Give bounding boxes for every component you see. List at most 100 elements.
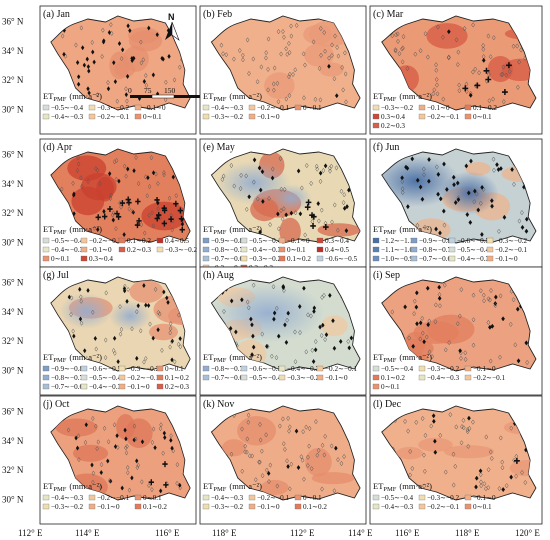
station-marker	[319, 207, 324, 213]
station-marker	[323, 48, 327, 54]
station-marker	[329, 443, 334, 449]
station-marker	[245, 436, 250, 442]
lat-tick-label: 34° N	[2, 46, 24, 56]
legend-item-label: 0.1∼0.2	[127, 237, 151, 245]
significant-station-marker	[411, 343, 416, 349]
legend-swatch	[80, 237, 88, 244]
study-region	[210, 148, 361, 244]
significant-station-marker	[111, 217, 115, 223]
station-marker	[320, 486, 324, 492]
station-marker	[245, 299, 250, 305]
significant-station-marker	[349, 335, 354, 341]
legend-swatch	[240, 255, 248, 262]
lon-tick-label: 118° E	[212, 528, 237, 538]
lat-tick-label: 30° N	[2, 366, 24, 376]
significant-station-marker	[132, 55, 136, 61]
station-marker	[498, 293, 503, 299]
significant-increase-marker	[95, 214, 101, 221]
station-marker	[410, 465, 415, 472]
station-marker	[339, 460, 344, 467]
station-marker	[276, 226, 281, 232]
legend-item-label: 0∼0.1	[51, 255, 70, 263]
significant-station-marker	[72, 192, 76, 198]
significant-station-marker	[142, 282, 146, 289]
station-marker	[346, 338, 351, 345]
station-marker	[168, 330, 172, 336]
station-marker	[156, 180, 160, 187]
trend-patch	[487, 55, 513, 83]
legend-swatch	[118, 246, 126, 253]
significant-increase-marker	[304, 204, 311, 211]
station-marker	[127, 487, 132, 493]
legend-item-label: 0.2∼0.3	[165, 383, 189, 391]
significant-station-marker	[93, 335, 97, 341]
north-arrow-icon: N	[165, 12, 180, 41]
station-marker	[77, 457, 81, 463]
station-marker	[306, 312, 310, 318]
lat-tick-label: 32° N	[2, 336, 24, 346]
station-marker	[278, 423, 282, 429]
station-marker	[488, 54, 493, 60]
significant-station-marker	[140, 439, 145, 445]
station-marker	[472, 199, 477, 205]
station-marker	[95, 92, 100, 98]
significant-station-marker	[135, 355, 139, 361]
legend-item-label: −0.4∼−0.3	[51, 246, 84, 254]
station-marker	[400, 189, 405, 196]
significant-station-marker	[516, 358, 521, 364]
station-marker	[500, 459, 505, 465]
station-marker	[94, 423, 98, 429]
significant-station-marker	[169, 437, 173, 443]
station-marker	[466, 443, 471, 449]
legend-title: ETPMF (mm·a⁻²)	[203, 224, 262, 236]
station-marker	[471, 317, 476, 323]
station-marker	[69, 295, 74, 301]
legend-item-label: −0.3∼−0.2	[287, 374, 320, 382]
lon-tick-label: 118° E	[455, 528, 480, 538]
legend-swatch	[486, 237, 494, 244]
station-marker	[136, 462, 141, 468]
station-marker	[232, 56, 236, 62]
station-marker	[246, 419, 251, 425]
significant-station-marker	[286, 463, 290, 470]
station-marker	[286, 415, 291, 421]
station-marker	[486, 485, 491, 491]
station-marker	[446, 54, 451, 60]
significant-station-marker	[126, 166, 130, 172]
significant-station-marker	[476, 207, 481, 213]
station-marker	[401, 34, 406, 40]
legend-item-label: −0.2∼−0.1	[427, 113, 460, 121]
legend-swatch	[202, 255, 210, 262]
station-marker	[418, 336, 423, 342]
station-marker	[482, 298, 486, 304]
station-marker	[322, 452, 327, 458]
significant-station-marker	[465, 212, 470, 218]
legend-item-label: 0.1∼0.2	[303, 503, 327, 511]
station-marker	[332, 488, 337, 494]
negative-trend-patch	[59, 293, 113, 329]
station-marker	[287, 486, 292, 492]
station-marker	[142, 230, 147, 236]
station-marker	[168, 321, 173, 327]
station-marker	[478, 472, 483, 478]
legend-swatch	[156, 365, 164, 372]
legend-swatch	[372, 494, 380, 501]
station-marker	[329, 163, 334, 169]
significant-station-marker	[252, 157, 257, 163]
significant-station-marker	[257, 165, 262, 171]
legend-item-label: −0.2∼−0.1	[97, 113, 130, 121]
station-marker	[175, 480, 179, 487]
legend-item-label: −0.7∼−0.6	[211, 374, 244, 382]
station-marker	[98, 181, 102, 187]
legend-item-label: −0.1∼0	[143, 104, 166, 112]
station-marker	[427, 318, 432, 324]
significant-station-marker	[433, 449, 438, 455]
station-marker	[287, 40, 291, 47]
station-marker	[101, 27, 105, 33]
significant-station-marker	[328, 292, 332, 298]
significant-station-marker	[464, 163, 469, 169]
legend-swatch	[202, 104, 210, 111]
legend-swatch	[248, 104, 256, 111]
panel-title: (e) May	[203, 142, 235, 153]
